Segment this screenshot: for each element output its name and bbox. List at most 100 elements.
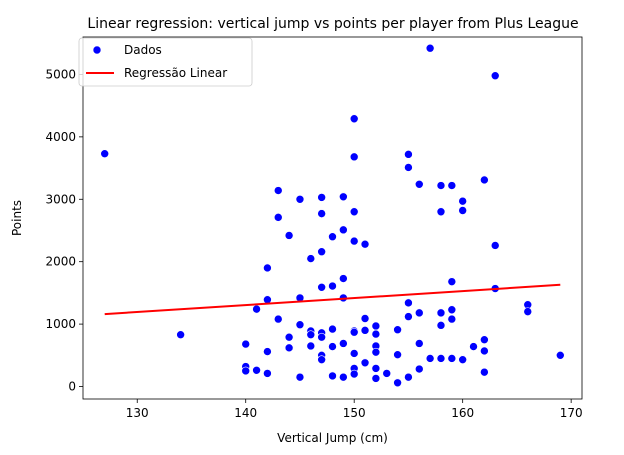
scatter-point <box>360 314 370 323</box>
scatter-point <box>436 308 446 318</box>
scatter-point <box>523 307 533 316</box>
scatter-point <box>414 339 424 348</box>
scatter-point <box>284 231 294 240</box>
scatter-point <box>447 181 457 190</box>
scatter-point <box>263 263 272 273</box>
scatter-point <box>360 326 370 335</box>
scatter-point <box>458 206 467 215</box>
scatter-point <box>404 372 413 382</box>
y-tick-label: 0 <box>68 380 76 394</box>
scatter-point <box>339 372 348 382</box>
legend-label-dados: Dados <box>124 43 162 57</box>
scatter-point <box>349 327 359 337</box>
scatter-point <box>241 366 251 376</box>
scatter-point <box>349 236 359 246</box>
scatter-point <box>447 354 457 363</box>
scatter-point <box>328 342 337 351</box>
scatter-point <box>404 163 413 172</box>
axes: 130 140 150 160 170 0 1000 2000 3000 4000 5000 <box>45 67 582 420</box>
legend-marker-dados <box>92 45 102 55</box>
scatter-point <box>393 325 402 335</box>
scatter-point <box>317 209 326 218</box>
x-tick-label: 150 <box>343 406 366 420</box>
y-tick-label: 1000 <box>45 317 76 331</box>
plot-area <box>83 37 582 399</box>
scatter-point <box>339 192 348 202</box>
scatter-point <box>176 330 185 340</box>
scatter-point <box>458 355 467 364</box>
scatter-point <box>371 364 381 373</box>
scatter-point <box>317 282 326 292</box>
scatter-point <box>436 181 446 190</box>
scatter-point <box>349 349 359 358</box>
scatter-point <box>252 304 261 314</box>
scatter-point <box>339 225 348 235</box>
scatter-point <box>349 207 359 217</box>
scatter-point <box>328 232 337 242</box>
scatter-point <box>284 332 294 342</box>
data-marks <box>100 43 565 388</box>
scatter-point <box>349 114 359 124</box>
scatter-point <box>263 347 272 356</box>
scatter-point <box>317 355 326 364</box>
scatter-point <box>436 321 446 330</box>
scatter-point <box>404 312 413 321</box>
plot-frame <box>82 36 583 400</box>
scatter-point <box>480 367 489 377</box>
scatter-point <box>480 175 489 185</box>
scatter-point <box>273 314 283 324</box>
scatter-point <box>339 274 348 283</box>
legend-label-regressao: Regressão Linear <box>124 66 227 80</box>
scatter-point <box>317 193 326 202</box>
scatter-point <box>241 339 251 349</box>
scatter-point <box>447 277 457 286</box>
legend-box <box>78 37 253 87</box>
scatter-point <box>349 369 359 379</box>
scatter-point <box>458 196 467 206</box>
scatter-point <box>425 43 435 53</box>
scatter-point <box>490 71 500 80</box>
scatter-point <box>306 254 316 263</box>
scatter-point <box>414 308 424 318</box>
x-axis-label: Vertical Jump (cm) <box>277 431 388 445</box>
scatter-point <box>295 372 305 382</box>
x-tick-label: 170 <box>560 406 583 420</box>
scatter-point <box>273 186 283 195</box>
legend: Dados Regressão Linear <box>78 37 253 87</box>
scatter-point <box>555 351 565 360</box>
chart-title: Linear regression: vertical jump vs poin… <box>87 16 578 32</box>
scatter-point <box>404 298 413 308</box>
scatter-point <box>360 239 370 249</box>
scatter-point <box>436 354 446 363</box>
y-tick-label: 2000 <box>45 255 76 269</box>
scatter-point <box>263 369 272 378</box>
scatter-point <box>317 247 326 256</box>
scatter-point <box>306 330 316 340</box>
scatter-point <box>284 343 294 353</box>
y-tick-label: 3000 <box>45 192 76 206</box>
scatter-point <box>480 335 489 345</box>
scatter-point <box>328 371 337 381</box>
scatter-point <box>295 194 305 204</box>
y-axis-label: Points <box>10 200 24 236</box>
scatter-point <box>317 332 326 342</box>
scatter-point <box>306 341 316 351</box>
scatter-point <box>273 213 283 222</box>
scatter-point <box>425 354 435 363</box>
scatter-point <box>480 346 489 356</box>
scatter-point <box>252 365 261 375</box>
scatter-point <box>371 321 381 331</box>
scatter-point <box>447 305 457 315</box>
scatter-point <box>393 350 402 359</box>
scatter-point <box>100 149 109 159</box>
x-tick-label: 160 <box>451 406 474 420</box>
scatter-point <box>339 339 348 348</box>
scatter-point <box>393 378 402 388</box>
x-tick-label: 130 <box>126 406 149 420</box>
scatter-point <box>447 314 457 324</box>
scatter-point <box>404 150 413 159</box>
scatter-point <box>295 320 305 330</box>
scatter-point <box>382 369 392 378</box>
x-tick-label: 140 <box>234 406 257 420</box>
